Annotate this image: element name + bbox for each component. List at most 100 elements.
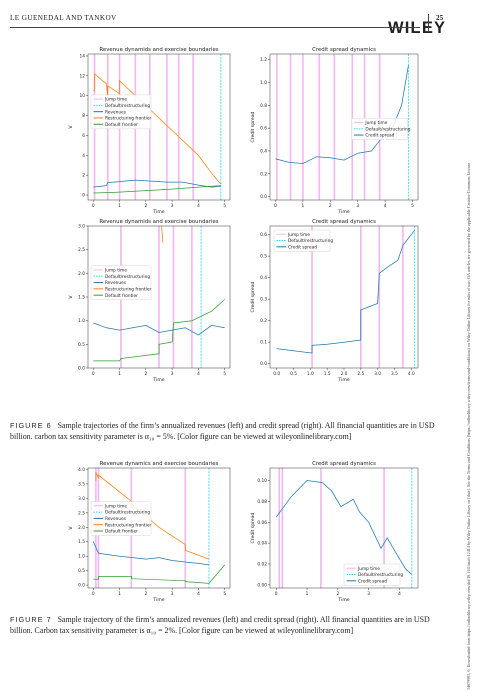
x-axis-label: Time: [337, 377, 349, 383]
y-axis-label: Credit spread: [250, 111, 256, 142]
x-tick-label: 3: [356, 203, 359, 209]
legend-entry: Default frontier: [105, 529, 138, 535]
x-tick-label: 3: [171, 591, 174, 597]
legend: Jump timeDefault/restructuringRevenuesRe…: [90, 265, 152, 300]
plot-frame: [269, 467, 419, 589]
plot-frame: [269, 53, 419, 201]
x-tick-label: 4: [197, 371, 200, 377]
y-tick-label: 0.4: [260, 148, 267, 154]
chart-title: Revenue dynamids and exercise boundaries: [99, 47, 218, 53]
y-tick-label: 0.02: [257, 562, 267, 568]
legend-entry: Credit spread: [358, 578, 387, 584]
legend-entry: Revenues: [105, 109, 127, 115]
legend-entry: Default frontier: [105, 122, 138, 128]
x-tick-label: 0.0: [273, 371, 280, 377]
chart-fig7-right: 0 1 2 3 4 0.00 0.02 0.04 0.06 0.08 0.10 Credit spre…: [250, 461, 419, 603]
y-tick-label: 0.0: [78, 583, 85, 589]
y-axis-label: V: [68, 295, 74, 299]
y-tick-label: 6: [82, 133, 85, 139]
legend-entry: Default frontier: [105, 293, 138, 299]
legend-entry: Default/restructuring: [288, 238, 333, 244]
x-tick-label: 3: [171, 371, 174, 377]
y-tick-label: 8: [82, 113, 85, 119]
legend-entry: Default/restructuring: [105, 510, 150, 516]
y-tick-label: 0.5: [260, 254, 267, 260]
y-tick-label: 4.0: [78, 467, 85, 473]
series-revenues: [93, 179, 221, 188]
x-tick-label: 4: [384, 203, 387, 209]
plot-frame: [87, 467, 231, 589]
legend-entry: Revenues: [105, 516, 127, 522]
y-tick-label: 0.3: [260, 297, 267, 303]
header-rule: [10, 27, 420, 28]
y-tick-label: 2.0: [78, 525, 85, 531]
y-tick-label: 0: [82, 193, 85, 199]
series-credit: [276, 230, 415, 354]
figure-6-caption: FIGURE 6 Sample trajectories of the firm’…: [10, 420, 450, 442]
figure-7: 0 1 2 3 4 5 0.0 0.5 1.0 1.5 2.0 2.5 3.0 3.5 4.0 Revenue…: [68, 461, 419, 603]
legend-entry: Credit spread: [288, 244, 317, 250]
x-tick-label: 1: [118, 203, 121, 209]
y-tick-label: 0.1: [260, 340, 267, 346]
y-tick-label: 0.0: [260, 361, 267, 367]
figure-6-caption-text: Sample trajectories of the firm’s annual…: [10, 421, 435, 441]
x-tick-label: 2.5: [357, 371, 364, 377]
legend-entry: Restructuring frontier: [105, 116, 151, 122]
x-tick-label: 3: [171, 203, 174, 209]
y-tick-label: 0.04: [257, 541, 267, 547]
legend-entry: Default/restructuring: [358, 572, 403, 578]
chart-fig6-bottom-right: 0.0 0.5 1.0 1.5 2.0 2.5 3.0 3.5 4.0 0.0 0.1 0.2 0.3 0…: [250, 219, 419, 383]
x-axis-label: Time: [152, 597, 164, 603]
x-tick-label: 1: [118, 371, 121, 377]
y-tick-label: 2.5: [78, 247, 85, 253]
chart-title: Revenue dynamics and exercise boundaries: [100, 461, 219, 467]
legend-box: [273, 229, 331, 252]
chart-fig7-left: 0 1 2 3 4 5 0.0 0.5 1.0 1.5 2.0 2.5 3.0 3.5 4.0 Revenue…: [68, 461, 231, 603]
x-tick-label: 0: [92, 371, 95, 377]
legend-entry: Jump time: [104, 97, 127, 103]
y-axis-label: Credit spread: [250, 512, 256, 543]
y-tick-label: 3.0: [78, 496, 85, 502]
x-tick-label: 0: [92, 591, 95, 597]
x-tick-label: 2: [144, 591, 147, 597]
x-tick-label: 3.0: [374, 371, 381, 377]
legend-entry: Default/restructuring: [365, 126, 410, 132]
y-tick-label: 1.2: [260, 57, 267, 63]
figure-7-caption: FIGURE 7 Sample trajectory of the firm’s …: [10, 614, 450, 636]
x-tick-label: 4: [197, 591, 200, 597]
plot-frame: [87, 53, 231, 201]
y-tick-label: 0.2: [260, 171, 267, 177]
series-credit: [275, 480, 413, 575]
y-tick-label: 0.06: [257, 520, 267, 526]
x-tick-label: 2: [336, 591, 339, 597]
y-axis-label: Credit spread: [250, 281, 256, 312]
y-tick-label: 0.0: [78, 366, 85, 372]
legend-entry: Restructuring frontier: [105, 522, 151, 528]
x-tick-label: 1.0: [307, 371, 314, 377]
publisher-logo: WILEY: [388, 19, 447, 37]
series-default: [93, 299, 225, 362]
y-tick-label: 0.10: [257, 478, 267, 484]
chart-title: Credit spread dynamics: [312, 219, 376, 225]
y-tick-label: 0.6: [260, 126, 267, 132]
y-tick-label: 0.0: [260, 194, 267, 200]
x-tick-label: 2: [144, 203, 147, 209]
chart-title: Credit spread dynamics: [312, 47, 376, 53]
y-tick-label: 1.0: [260, 80, 267, 86]
x-tick-label: 5: [223, 371, 226, 377]
figure-6-label: FIGURE 6: [10, 421, 52, 430]
x-tick-label: 4: [398, 591, 401, 597]
series-default: [93, 564, 225, 584]
x-tick-label: 0: [274, 203, 277, 209]
legend-entry: Jump time: [357, 566, 380, 572]
y-tick-label: 2.5: [78, 510, 85, 516]
legend-entry: Default/restructuring: [105, 274, 150, 280]
y-tick-label: 0.2: [260, 318, 267, 324]
legend-box: [90, 265, 152, 300]
running-head: LE GUENEDAL AND TANKOV: [10, 14, 117, 22]
series-revenues: [93, 322, 225, 336]
x-tick-label: 0: [92, 203, 95, 209]
